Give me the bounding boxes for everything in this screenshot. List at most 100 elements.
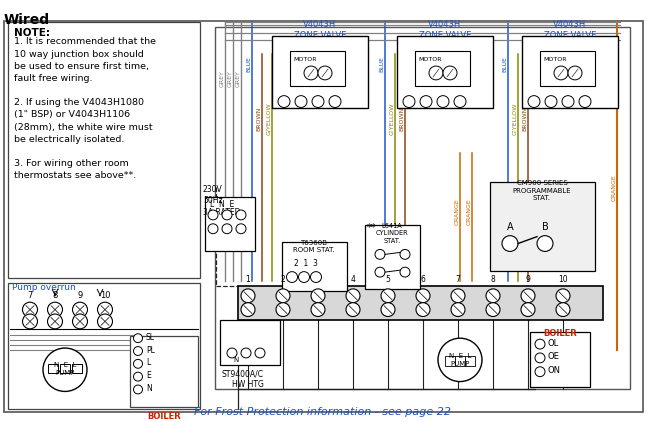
Text: Wired: Wired <box>4 13 50 27</box>
Circle shape <box>133 346 142 355</box>
Text: L  N  E: L N E <box>210 200 234 209</box>
Text: L641A
CYLINDER
STAT.: L641A CYLINDER STAT. <box>376 223 408 244</box>
Text: 1: 1 <box>246 275 250 284</box>
Bar <box>490 182 595 271</box>
Circle shape <box>23 302 38 317</box>
Circle shape <box>521 289 535 303</box>
Text: CM900 SERIES
PROGRAMMABLE
STAT.: CM900 SERIES PROGRAMMABLE STAT. <box>512 181 571 201</box>
Text: G'YELLOW: G'YELLOW <box>512 102 518 135</box>
Text: N  E  L: N E L <box>54 362 76 368</box>
Circle shape <box>241 303 255 316</box>
Text: GREY: GREY <box>228 70 232 87</box>
Circle shape <box>556 303 570 316</box>
Text: 3: 3 <box>316 275 320 284</box>
Circle shape <box>535 353 545 363</box>
Circle shape <box>133 385 142 394</box>
Circle shape <box>381 303 395 316</box>
Circle shape <box>554 66 568 80</box>
Circle shape <box>502 235 518 252</box>
Circle shape <box>568 66 582 80</box>
Circle shape <box>72 302 87 317</box>
Text: MOTOR: MOTOR <box>293 57 317 62</box>
Circle shape <box>416 303 430 316</box>
Text: 6: 6 <box>421 275 426 284</box>
Text: 8: 8 <box>490 275 496 284</box>
Circle shape <box>133 360 142 368</box>
Text: BROWN: BROWN <box>523 106 527 130</box>
Circle shape <box>278 96 290 108</box>
Bar <box>8 22 200 278</box>
Text: 230V
50Hz
3A RATED: 230V 50Hz 3A RATED <box>203 185 241 216</box>
Circle shape <box>47 302 63 317</box>
Text: ST9400A/C: ST9400A/C <box>222 370 264 379</box>
Text: 7: 7 <box>455 275 461 284</box>
Bar <box>445 356 455 366</box>
Text: 10: 10 <box>100 291 110 300</box>
Text: PUMP: PUMP <box>55 370 74 376</box>
Circle shape <box>562 96 574 108</box>
Text: ORANGE: ORANGE <box>466 199 472 225</box>
Circle shape <box>276 289 290 303</box>
Text: NOTE:: NOTE: <box>14 27 50 38</box>
Text: 9: 9 <box>525 275 531 284</box>
Circle shape <box>443 66 457 80</box>
Circle shape <box>241 348 251 358</box>
Circle shape <box>556 289 570 303</box>
Circle shape <box>236 210 246 220</box>
Text: **: ** <box>367 223 377 233</box>
Text: 7: 7 <box>27 291 33 300</box>
Circle shape <box>416 289 430 303</box>
Bar <box>522 36 618 108</box>
Text: GREY: GREY <box>236 70 241 87</box>
Circle shape <box>98 314 113 329</box>
Bar <box>397 36 493 108</box>
Circle shape <box>438 338 482 381</box>
Text: BLUE: BLUE <box>503 56 507 72</box>
Text: T6360B
ROOM STAT.: T6360B ROOM STAT. <box>293 240 335 253</box>
Circle shape <box>545 96 557 108</box>
Circle shape <box>346 303 360 316</box>
Text: ORANGE: ORANGE <box>454 199 459 225</box>
Text: V4043H
ZONE VALVE
HTG1: V4043H ZONE VALVE HTG1 <box>294 20 346 51</box>
Circle shape <box>208 224 218 234</box>
Circle shape <box>537 235 553 252</box>
Bar <box>205 197 255 252</box>
Circle shape <box>346 289 360 303</box>
Text: BOILER: BOILER <box>147 412 181 421</box>
Text: PL: PL <box>146 346 155 354</box>
Bar <box>282 241 347 291</box>
Bar <box>215 27 630 390</box>
Circle shape <box>318 66 332 80</box>
Text: OL: OL <box>548 338 559 348</box>
Circle shape <box>311 289 325 303</box>
Circle shape <box>451 289 465 303</box>
Text: BROWN: BROWN <box>399 106 404 130</box>
Bar <box>365 225 420 289</box>
Text: 8: 8 <box>52 291 58 300</box>
Text: PUMP: PUMP <box>450 361 470 367</box>
Text: HW HTG: HW HTG <box>232 380 264 389</box>
Circle shape <box>528 96 540 108</box>
Circle shape <box>255 348 265 358</box>
Text: SL: SL <box>146 333 155 342</box>
Text: MOTOR: MOTOR <box>418 57 442 62</box>
Text: BLUE: BLUE <box>380 56 384 72</box>
Circle shape <box>72 314 87 329</box>
Circle shape <box>312 96 324 108</box>
Bar <box>540 51 595 86</box>
Text: E: E <box>146 371 151 380</box>
Circle shape <box>287 272 298 282</box>
Circle shape <box>98 302 113 317</box>
Bar <box>455 356 465 366</box>
Text: 1. It is recommended that the
10 way junction box should
be used to ensure first: 1. It is recommended that the 10 way jun… <box>14 38 156 180</box>
Circle shape <box>535 367 545 377</box>
Circle shape <box>375 267 385 277</box>
Text: N  E  L: N E L <box>449 353 471 359</box>
Circle shape <box>451 303 465 316</box>
Circle shape <box>276 303 290 316</box>
Text: G/YELLOW: G/YELLOW <box>267 102 272 135</box>
Circle shape <box>47 314 63 329</box>
Circle shape <box>311 272 322 282</box>
Text: ORANGE: ORANGE <box>611 174 617 201</box>
Text: BROWN: BROWN <box>256 106 261 130</box>
